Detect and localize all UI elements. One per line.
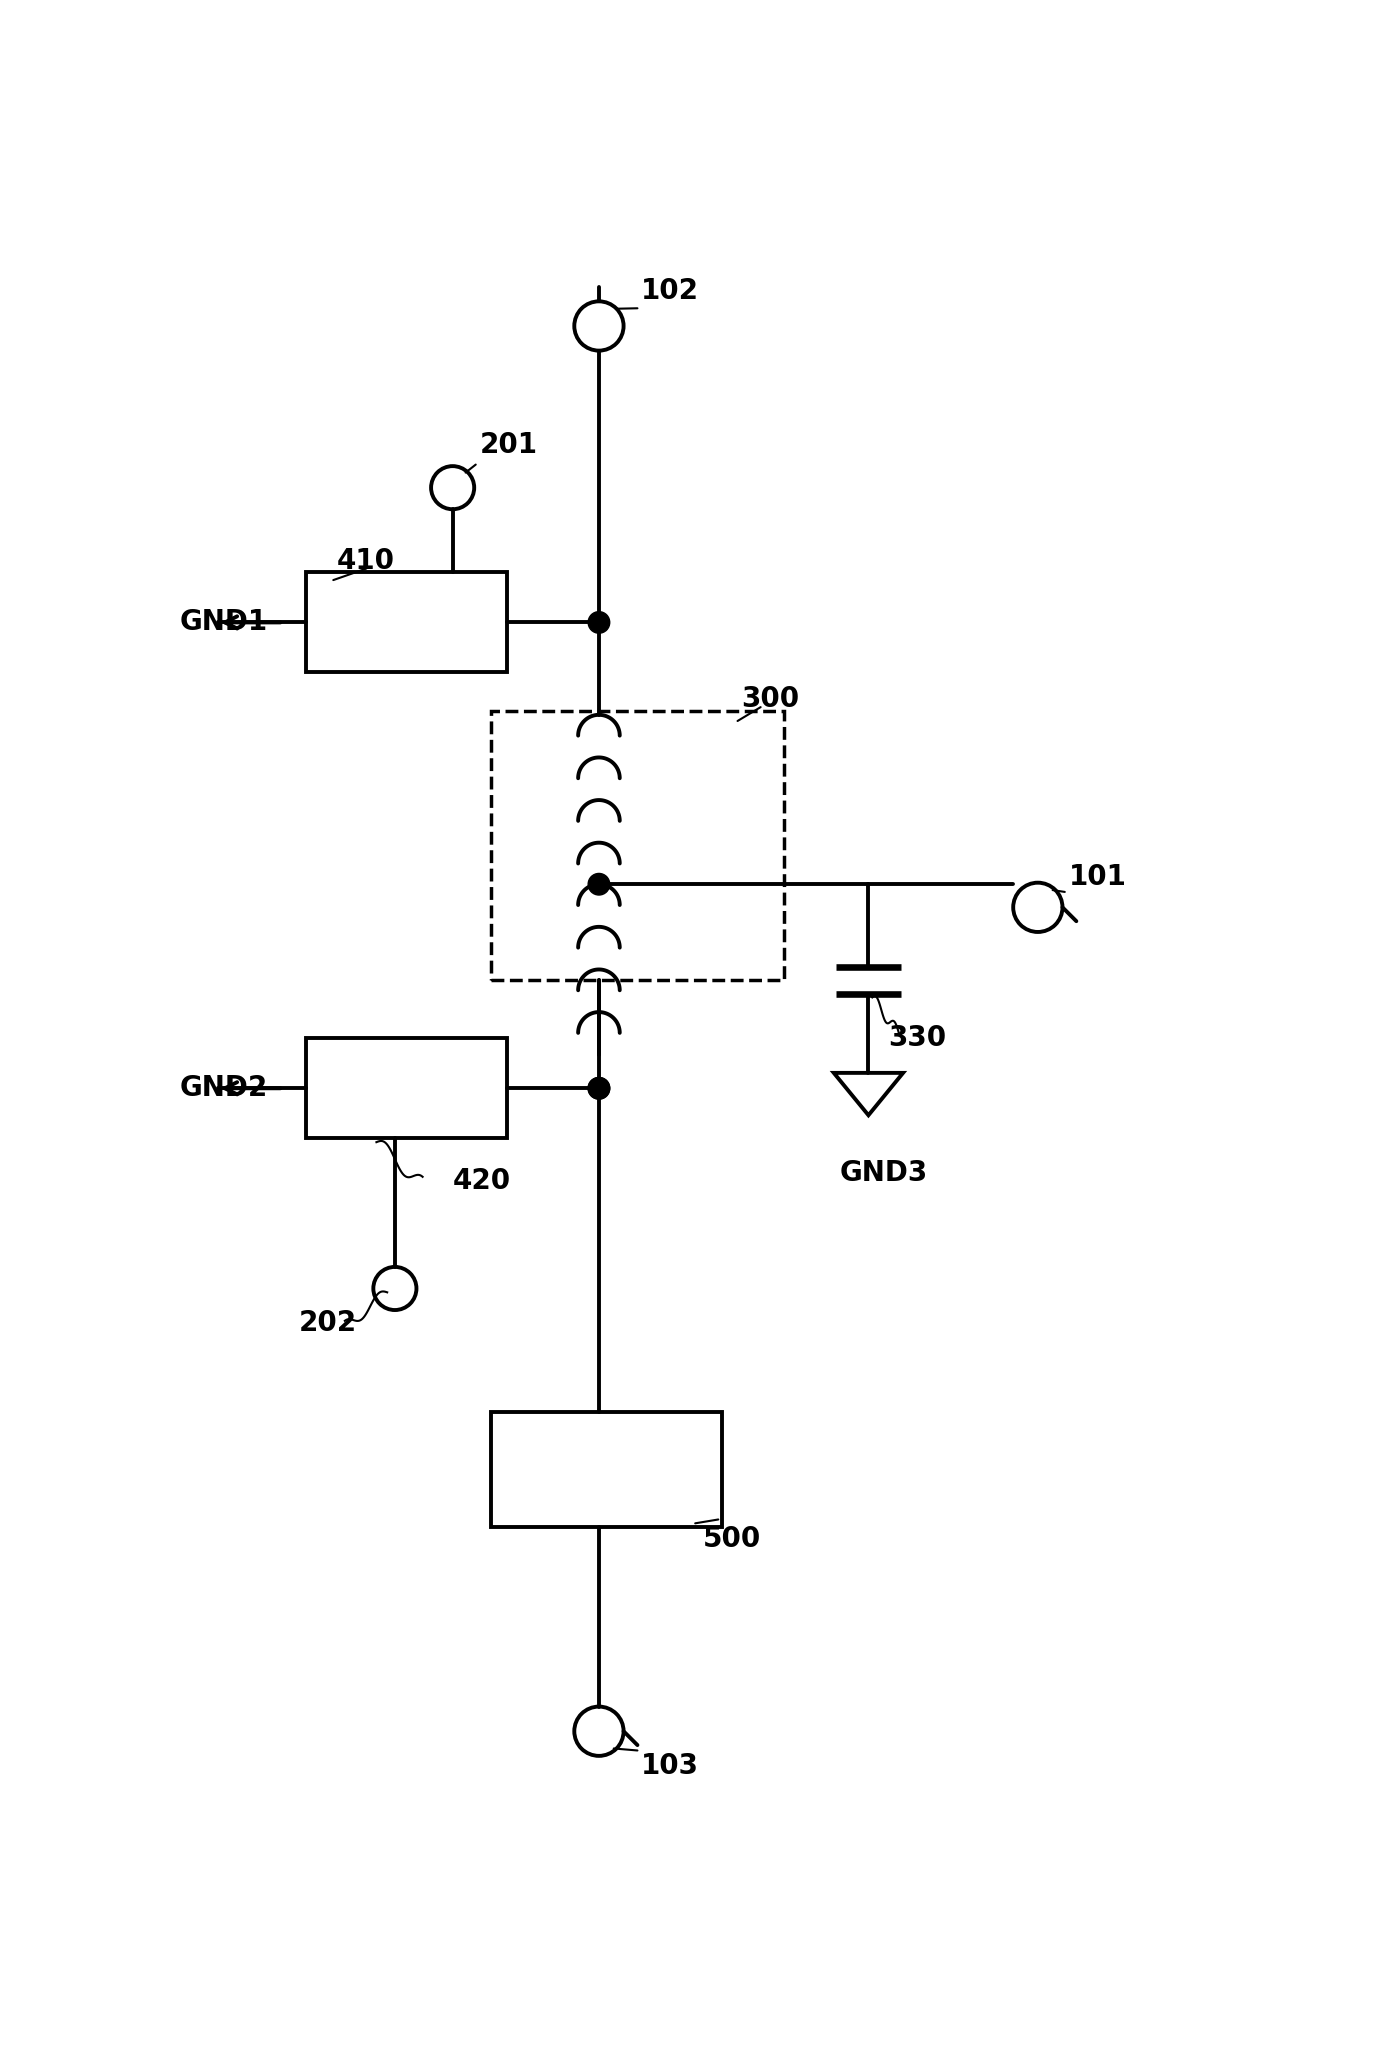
- Bar: [491, 1412, 722, 1528]
- Text: GND3: GND3: [839, 1159, 927, 1188]
- Circle shape: [588, 874, 610, 895]
- Text: 103: 103: [641, 1753, 699, 1780]
- Text: 102: 102: [641, 276, 699, 305]
- Text: 101: 101: [1069, 862, 1127, 891]
- Bar: [307, 1039, 506, 1138]
- Text: 201: 201: [480, 431, 538, 460]
- Text: 500: 500: [703, 1524, 761, 1553]
- Text: 202: 202: [299, 1309, 356, 1336]
- Text: 300: 300: [742, 685, 799, 713]
- Bar: [491, 711, 784, 979]
- Text: GND1: GND1: [179, 608, 267, 637]
- Circle shape: [588, 1078, 610, 1099]
- Text: GND2: GND2: [179, 1074, 267, 1103]
- Circle shape: [588, 612, 610, 633]
- Text: 330: 330: [888, 1025, 945, 1052]
- Text: 410: 410: [337, 546, 395, 575]
- Text: 420: 420: [453, 1167, 510, 1194]
- Bar: [307, 573, 506, 672]
- Circle shape: [588, 1078, 610, 1099]
